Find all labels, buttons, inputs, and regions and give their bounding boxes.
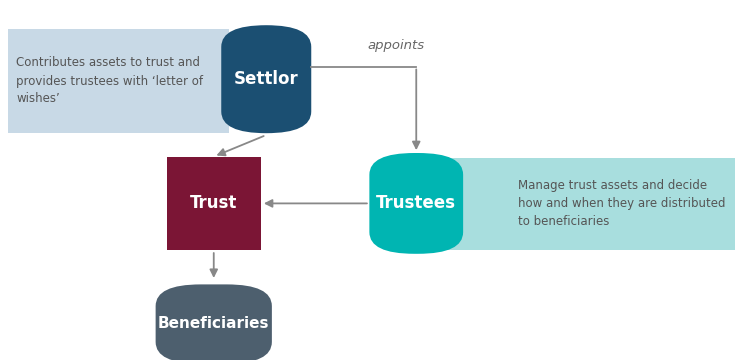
FancyBboxPatch shape: [155, 284, 272, 360]
FancyBboxPatch shape: [8, 29, 229, 133]
Text: Manage trust assets and decide
how and when they are distributed
to beneficiarie: Manage trust assets and decide how and w…: [518, 179, 725, 228]
FancyBboxPatch shape: [409, 158, 735, 250]
Text: Contributes assets to trust and
provides trustees with ‘letter of
wishes’: Contributes assets to trust and provides…: [16, 57, 203, 105]
FancyBboxPatch shape: [221, 25, 311, 133]
Text: Trustees: Trustees: [376, 194, 456, 212]
Text: Settlor: Settlor: [234, 70, 298, 88]
FancyBboxPatch shape: [166, 157, 261, 250]
Text: appoints: appoints: [368, 39, 424, 52]
Text: Beneficiaries: Beneficiaries: [158, 316, 269, 332]
Text: Trust: Trust: [190, 194, 238, 212]
FancyBboxPatch shape: [370, 153, 464, 254]
